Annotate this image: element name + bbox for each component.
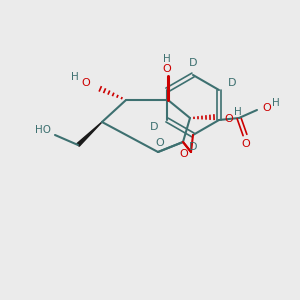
Text: O: O	[163, 64, 171, 74]
Text: O: O	[180, 149, 188, 159]
Text: O: O	[242, 139, 250, 149]
Text: H: H	[234, 107, 242, 117]
Text: D: D	[189, 58, 197, 68]
Text: H: H	[163, 54, 171, 64]
Text: D: D	[150, 122, 158, 132]
Text: H: H	[272, 98, 280, 108]
Text: H: H	[71, 72, 79, 82]
Text: O: O	[156, 138, 164, 148]
Text: D: D	[228, 78, 236, 88]
Text: O: O	[81, 78, 90, 88]
Text: O: O	[262, 103, 271, 113]
Text: HO: HO	[35, 125, 51, 135]
Text: O: O	[224, 114, 233, 124]
Polygon shape	[77, 122, 102, 146]
Text: D: D	[189, 142, 197, 152]
